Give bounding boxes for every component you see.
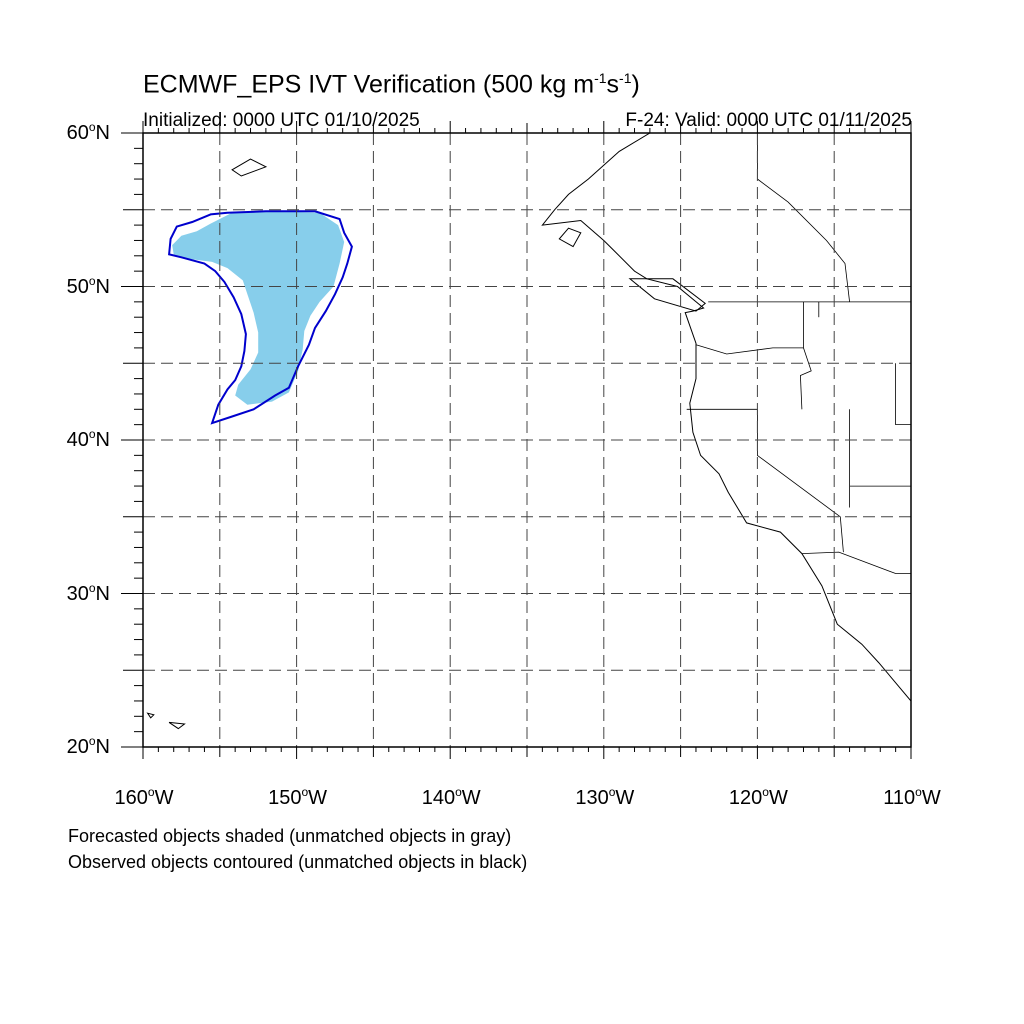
boundary-line: [799, 301, 812, 410]
legend-observed-note: Observed objects contoured (unmatched ob…: [68, 852, 528, 872]
boundary-line: [686, 408, 844, 553]
longitude-label: 140oW: [421, 785, 481, 809]
island: [628, 278, 707, 312]
longitude-label: 130oW: [575, 785, 635, 809]
island: [206, 749, 223, 763]
longitude-label: 110oW: [883, 785, 941, 809]
initialized-time: Initialized: 0000 UTC 01/10/2025: [143, 110, 420, 131]
boundary-line: [695, 344, 804, 355]
boundary-line: [757, 133, 850, 302]
chart-title: ECMWF_EPS IVT Verification (500 kg m-1s-…: [143, 70, 640, 99]
longitude-label: 150oW: [268, 785, 328, 809]
forecast-object: [172, 211, 345, 405]
island: [146, 712, 155, 719]
latitude-label: 20oN: [66, 734, 110, 758]
island: [231, 158, 268, 177]
longitude-label: 160oW: [114, 785, 174, 809]
valid-time: F-24: Valid: 0000 UTC 01/11/2025: [625, 110, 912, 131]
island: [558, 227, 582, 248]
longitude-label: 120oW: [728, 785, 788, 809]
latitude-label: 30oN: [66, 580, 110, 605]
boundary-line: [801, 551, 911, 574]
legend-forecast-note: Forecasted objects shaded (unmatched obj…: [68, 826, 512, 846]
observed-object-contour: [168, 210, 353, 425]
latitude-label: 50oN: [66, 273, 110, 298]
latitude-label: 40oN: [66, 427, 110, 451]
boundary-line: [895, 363, 911, 426]
latitude-label: 60oN: [66, 120, 110, 144]
coastline: [541, 133, 911, 702]
island: [168, 721, 186, 730]
